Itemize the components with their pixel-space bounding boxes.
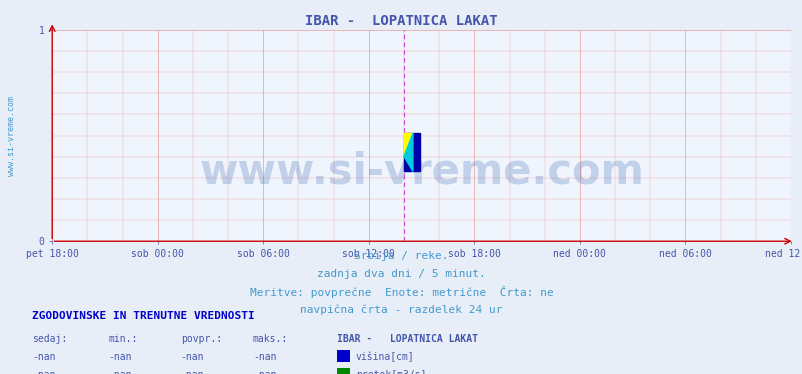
Text: ZGODOVINSKE IN TRENUTNE VREDNOSTI: ZGODOVINSKE IN TRENUTNE VREDNOSTI bbox=[32, 311, 254, 321]
Text: Srbija / reke.: Srbija / reke. bbox=[354, 251, 448, 261]
Text: pretok[m3/s]: pretok[m3/s] bbox=[355, 370, 426, 374]
Text: -nan: -nan bbox=[108, 352, 132, 362]
Text: maks.:: maks.: bbox=[253, 334, 288, 344]
Text: www.si-vreme.com: www.si-vreme.com bbox=[7, 96, 16, 175]
Text: povpr.:: povpr.: bbox=[180, 334, 221, 344]
Bar bbox=[403, 134, 419, 172]
Text: -nan: -nan bbox=[32, 370, 55, 374]
Text: min.:: min.: bbox=[108, 334, 138, 344]
Text: -nan: -nan bbox=[253, 352, 276, 362]
Text: -nan: -nan bbox=[253, 370, 276, 374]
Text: -nan: -nan bbox=[32, 352, 55, 362]
Text: IBAR -   LOPATNICA LAKAT: IBAR - LOPATNICA LAKAT bbox=[337, 334, 478, 344]
Polygon shape bbox=[403, 134, 412, 156]
Polygon shape bbox=[403, 134, 412, 172]
Text: Meritve: povprečne  Enote: metrične  Črta: ne: Meritve: povprečne Enote: metrične Črta:… bbox=[249, 286, 553, 298]
Text: zadnja dva dni / 5 minut.: zadnja dva dni / 5 minut. bbox=[317, 269, 485, 279]
Text: -nan: -nan bbox=[180, 370, 204, 374]
Text: -nan: -nan bbox=[108, 370, 132, 374]
Text: -nan: -nan bbox=[180, 352, 204, 362]
Text: IBAR -  LOPATNICA LAKAT: IBAR - LOPATNICA LAKAT bbox=[305, 13, 497, 28]
Text: sedaj:: sedaj: bbox=[32, 334, 67, 344]
Text: višina[cm]: višina[cm] bbox=[355, 352, 414, 362]
Text: www.si-vreme.com: www.si-vreme.com bbox=[199, 150, 643, 193]
Text: navpična črta - razdelek 24 ur: navpična črta - razdelek 24 ur bbox=[300, 305, 502, 315]
